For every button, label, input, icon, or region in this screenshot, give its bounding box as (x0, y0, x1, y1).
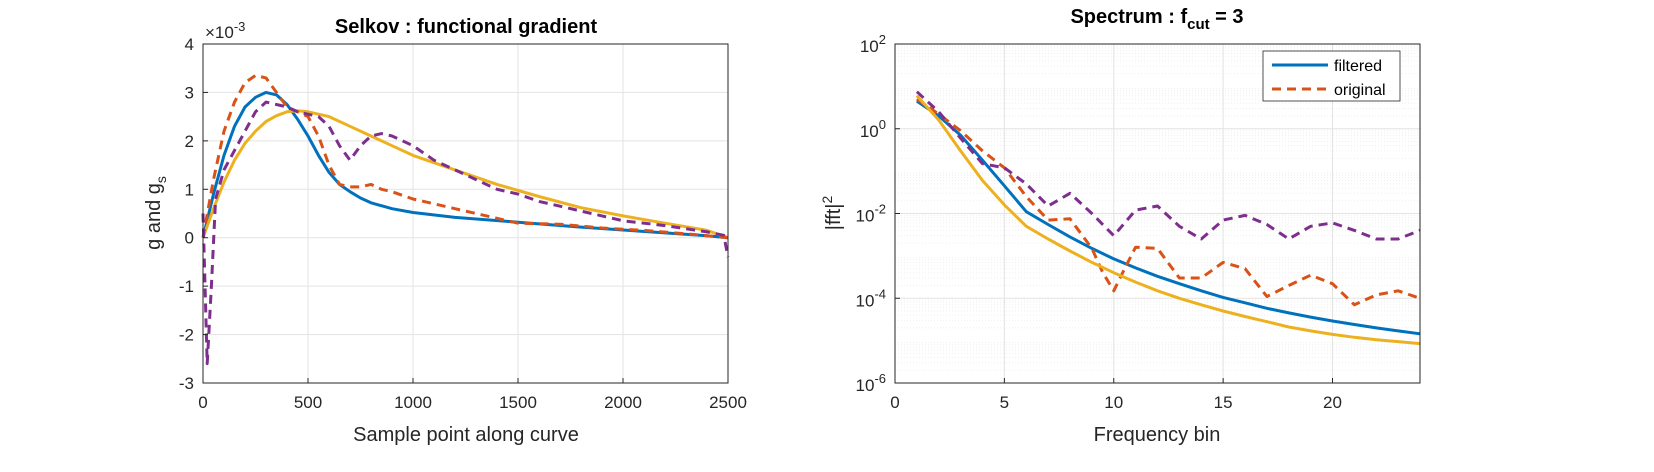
gradient-exponent-power: -3 (234, 19, 246, 34)
x-tick-label: 2500 (709, 393, 747, 412)
spectrum-series-line-3 (915, 90, 1421, 241)
x-tick-label: 500 (294, 393, 322, 412)
y-tick-base: 10 (856, 207, 875, 226)
y-tick-exponent: -6 (874, 371, 886, 386)
y-tick-label: -1 (179, 277, 194, 296)
y-tick-label: 2 (185, 132, 194, 151)
x-tick-label: 1000 (394, 393, 432, 412)
spectrum-series-line-0 (916, 99, 1421, 336)
y-tick-label: 4 (185, 35, 194, 54)
y-tick-label: 3 (185, 83, 194, 102)
y-tick-base: 10 (856, 291, 875, 310)
spectrum-y-axis-label-main: |fft| (823, 204, 845, 231)
y-tick-label: 0 (185, 229, 194, 248)
gradient-y-axis-label: g and gs (143, 176, 169, 250)
legend-label-original: original (1334, 82, 1386, 99)
spectrum-title-sub: cut (1187, 16, 1210, 33)
spectrum-x-axis-label: Frequency bin (1094, 424, 1221, 446)
gradient-x-axis-label: Sample point along curve (353, 424, 579, 446)
spectrum-series-line-2 (915, 94, 1421, 346)
gradient-exponent-label: ×10-3 (205, 19, 245, 42)
gradient-y-axis-label-main: g and g (143, 183, 165, 250)
gradient-series-line-1 (201, 109, 729, 240)
y-tick-exponent: -4 (874, 286, 886, 301)
gradient-plot-area (203, 44, 728, 383)
x-tick-label: 0 (890, 393, 899, 412)
legend-box (1262, 50, 1401, 102)
y-tick-label: 102 (860, 32, 886, 56)
y-tick-exponent: -2 (874, 202, 886, 217)
y-tick-label: 10-6 (856, 371, 886, 395)
legend-label-filtered: filtered (1334, 58, 1382, 75)
y-tick-label: 10-2 (856, 202, 886, 226)
x-tick-label: 1500 (499, 393, 537, 412)
y-tick-exponent: 2 (879, 32, 886, 47)
spectrum-series-line-1 (916, 97, 1421, 307)
spectrum-title-suffix: = 3 (1210, 6, 1244, 28)
x-tick-label: 10 (1104, 393, 1123, 412)
spectrum-chart-title: Spectrum : fcut = 3 (1070, 6, 1243, 33)
gradient-series (201, 74, 730, 366)
spectrum-y-axis-label: |fft|2 (819, 196, 845, 231)
gradient-exponent-base: ×10 (205, 23, 234, 42)
x-tick-label: 15 (1214, 393, 1233, 412)
y-tick-exponent: 0 (879, 117, 886, 132)
gradient-chart-title: Selkov : functional gradient (335, 16, 598, 38)
gradient-series-line-3 (201, 100, 730, 366)
y-tick-base: 10 (860, 122, 879, 141)
y-tick-label: 1 (185, 180, 194, 199)
y-tick-label: -2 (179, 326, 194, 345)
gradient-axes-box (202, 43, 729, 384)
x-tick-label: 0 (198, 393, 207, 412)
gradient-series-line-2 (201, 74, 729, 240)
gradient-chart: 0 500 1000 1500 2000 2500 -3 -2 -1 0 1 2 3 4 Selkov :… (143, 16, 747, 446)
y-tick-label: 10-4 (856, 286, 886, 310)
y-tick-label: 100 (860, 117, 886, 141)
spectrum-legend: filtered original (1262, 50, 1401, 102)
y-tick-label: -3 (179, 374, 194, 393)
x-tick-label: 5 (1000, 393, 1009, 412)
spectrum-y-axis-label-sup: 2 (819, 196, 835, 204)
spectrum-title-prefix: Spectrum : f (1070, 6, 1187, 28)
x-tick-label: 20 (1323, 393, 1342, 412)
gradient-ticks: 0 500 1000 1500 2000 2500 -3 -2 -1 0 1 2 3 4 (179, 35, 747, 412)
gradient-y-axis-label-sub: s (153, 176, 169, 183)
x-tick-label: 2000 (604, 393, 642, 412)
y-tick-base: 10 (860, 37, 879, 56)
y-tick-base: 10 (856, 376, 875, 395)
spectrum-series (915, 90, 1421, 346)
